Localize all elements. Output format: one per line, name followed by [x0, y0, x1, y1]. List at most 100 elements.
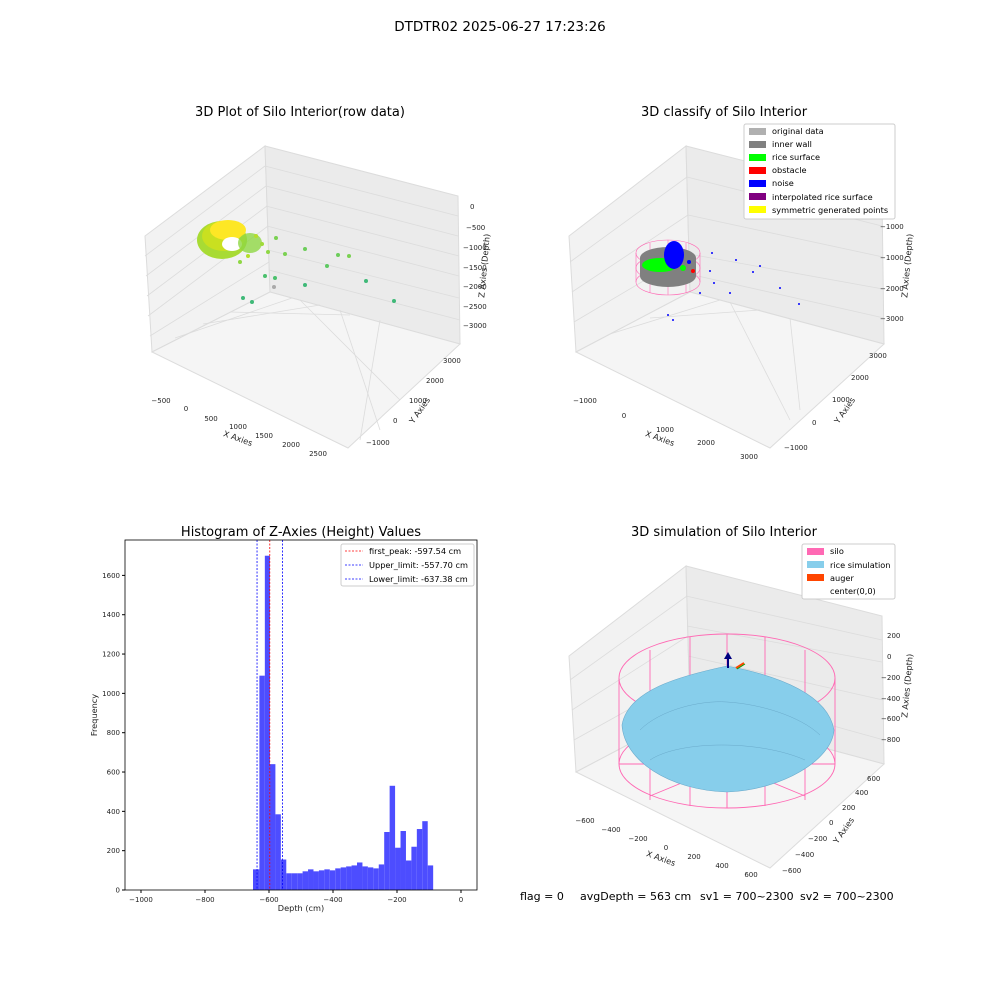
sim-rice-contour: [639, 701, 821, 736]
sim-x-tick: 600: [744, 871, 757, 879]
sim-y-tick: 600: [867, 775, 880, 783]
classify-x-ticks: −1000 0 1000 2000 3000: [573, 397, 758, 461]
histogram-bar: [416, 829, 423, 890]
sim-x-tick: 200: [687, 853, 700, 861]
sim-y-tick: −200: [808, 835, 827, 843]
legend-label: Upper_limit: -557.70 cm: [369, 560, 468, 570]
raw-x-ticks: −500 0 500 1000 1500 2000 2500: [151, 397, 327, 458]
raw-z-tick: −500: [466, 224, 485, 232]
panel-classify-title: 3D classify of Silo Interior: [641, 105, 808, 120]
status-sv2: sv2 = 700~2300: [800, 890, 894, 903]
panel-simulation: 3D simulation of Silo Interior: [568, 525, 915, 879]
histogram-bar: [362, 866, 368, 890]
raw-x-tick: 0: [184, 405, 188, 413]
legend-swatch-symmetric: [749, 206, 766, 213]
legend-label: obstacle: [772, 165, 807, 175]
classify-x-tick: 2000: [697, 439, 715, 447]
sim-x-label: X Axies: [645, 848, 677, 868]
panel-raw-data: 3D Plot of Silo Interior(row data): [144, 105, 492, 458]
histogram-bar: [378, 864, 385, 890]
classify-z-label: Z Axies (Depth): [899, 233, 915, 298]
histogram-bar: [269, 764, 276, 890]
classify-noise-cluster: [664, 241, 695, 273]
histogram-bar: [395, 847, 401, 890]
classify-y-tick: 3000: [869, 352, 887, 360]
figure-title: DTDTR02 2025-06-27 17:23:26: [394, 19, 606, 35]
sim-y-tick: 0: [829, 819, 833, 827]
histogram-bar: [367, 867, 374, 890]
status-sv1: sv1 = 700~2300: [700, 890, 794, 903]
classify-noise-points: [667, 252, 800, 321]
status-flag: flag = 0: [520, 890, 564, 903]
raw-z-tick: −1500: [463, 264, 487, 272]
raw-y-tick: 3000: [443, 357, 461, 365]
classify-legend: original data inner wall rice surface ob…: [743, 123, 896, 220]
panel-simulation-title: 3D simulation of Silo Interior: [631, 525, 818, 540]
sim-legend-frame: [801, 543, 896, 600]
sim-x-tick: −600: [575, 817, 594, 825]
raw-x-label: X Axies: [222, 428, 254, 448]
histogram-y-tick-label: 0: [116, 887, 120, 895]
histogram-y-tick-label: 200: [107, 847, 120, 855]
sim-y-tick: 200: [842, 804, 855, 812]
raw-scatter-points: [238, 234, 396, 304]
raw-z-tick: 0: [470, 203, 474, 211]
raw-x-tick: 500: [204, 415, 217, 423]
histogram-x-ticks: −1000 −800 −600 −400 −200 0: [129, 890, 463, 904]
histogram-title: Histogram of Z-Axies (Height) Values: [181, 525, 421, 540]
histogram-bar: [318, 870, 325, 890]
histogram-y-tick-label: 800: [107, 729, 120, 737]
histogram-bar: [313, 871, 319, 890]
histogram-bar: [411, 846, 417, 890]
histogram-bar: [280, 859, 287, 890]
legend-label: interpolated rice surface: [772, 192, 873, 202]
legend-swatch-noise: [749, 180, 766, 187]
legend-swatch-obstacle: [749, 167, 766, 174]
sim-x-ticks: −600 −400 −200 0 200 400 600: [575, 817, 757, 879]
sim-z-tick: −600: [881, 715, 900, 723]
legend-label: rice simulation: [830, 560, 890, 570]
classify-x-tick: 0: [622, 412, 626, 420]
raw-y-ticks: −1000 0 1000 2000 3000: [366, 357, 461, 447]
sim-center-arrowhead: [724, 652, 732, 659]
sim-y-tick: −400: [795, 851, 814, 859]
histogram-y-tick-label: 1600: [102, 572, 120, 580]
histogram-x-label: Depth (cm): [278, 903, 324, 913]
legend-swatch-original-data: [749, 128, 766, 135]
histogram-x-tick-label: −800: [195, 896, 214, 904]
sim-legend: silo rice simulation auger center(0,0): [801, 543, 896, 600]
raw-z-tick: −2000: [463, 283, 487, 291]
classify-gridlines: [569, 176, 885, 421]
histogram-bar: [253, 869, 260, 890]
raw-y-tick: −1000: [366, 439, 390, 447]
histogram-legend: first_peak: -597.54 cm Upper_limit: -557…: [340, 543, 475, 587]
legend-label: original data: [772, 126, 824, 136]
histogram-legend-frame: [340, 543, 475, 587]
histogram-bar: [427, 865, 434, 890]
classify-y-tick: 2000: [851, 374, 869, 382]
histogram-x-tick-label: −200: [387, 896, 406, 904]
classify-y-tick: 1000: [832, 396, 850, 404]
panel-histogram: Histogram of Z-Axies (Height) Values −10…: [89, 525, 478, 913]
sim-x-tick: −200: [628, 835, 647, 843]
legend-swatch-rice-simulation: [807, 561, 824, 568]
histogram-x-tick-label: −1000: [129, 896, 153, 904]
histogram-y-tick-label: 400: [107, 808, 120, 816]
sim-y-ticks: −600 −400 −200 0 200 400 600: [782, 775, 880, 875]
legend-label: noise: [772, 178, 794, 188]
classify-y-tick: 0: [812, 419, 816, 427]
status-line: flag = 0 avgDepth = 563 cm sv1 = 700~230…: [520, 890, 894, 903]
histogram-x-tick-label: −400: [323, 896, 342, 904]
panel-classify: 3D classify of Silo Interior: [568, 105, 915, 461]
sim-x-tick: 400: [715, 862, 728, 870]
sim-rice-contour: [649, 744, 806, 761]
histogram-bar: [340, 867, 347, 890]
sim-auger-outline: [736, 663, 746, 670]
raw-x-tick: −500: [151, 397, 170, 405]
histogram-y-tick-label: 1200: [102, 651, 120, 659]
histogram-bar: [357, 862, 363, 890]
classify-x-tick: −1000: [573, 397, 597, 405]
legend-swatch-rice-surface: [749, 154, 766, 161]
histogram-x-tick-label: 0: [459, 896, 463, 904]
